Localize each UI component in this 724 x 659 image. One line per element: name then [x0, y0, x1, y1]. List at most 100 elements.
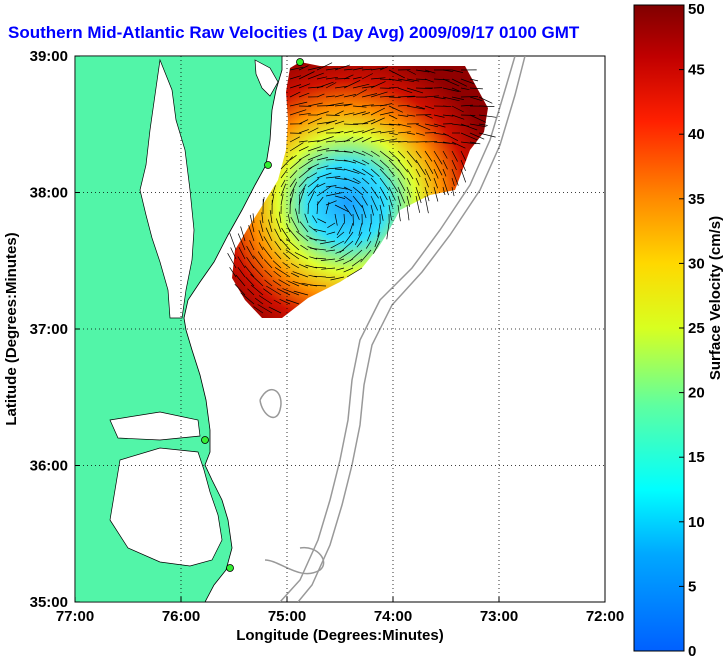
vector-arrow [460, 87, 470, 91]
vector-arrow [280, 238, 291, 251]
vector-arrow [327, 222, 336, 228]
vector-arrow [370, 117, 385, 125]
vector-arrow [334, 120, 345, 125]
vector-arrow [287, 227, 300, 242]
vector-arrow [388, 150, 401, 162]
vector-arrow [377, 222, 381, 237]
vector-arrow [257, 251, 264, 260]
vector-arrow [307, 72, 324, 80]
vector-arrow [298, 146, 309, 152]
vector-arrow [360, 249, 372, 263]
vector-arrow [397, 114, 409, 117]
x-tick-label: 76:00 [162, 608, 200, 625]
vector-arrow [282, 262, 291, 269]
vector-arrow [406, 78, 420, 82]
vector-arrow [370, 186, 379, 199]
vector-arrow [316, 105, 335, 107]
vector-arrow [370, 168, 380, 177]
vector-arrow [334, 64, 351, 71]
vector-arrow [343, 258, 354, 265]
vector-arrow [298, 196, 300, 215]
vector-arrow [352, 195, 363, 208]
vector-arrow [361, 150, 374, 157]
vector-arrow [325, 176, 341, 179]
vector-arrow [424, 141, 438, 143]
vector-arrow [253, 255, 264, 269]
vector-arrow [265, 227, 273, 242]
vector-arrow [316, 62, 333, 71]
colorbar-tick-label: 35 [688, 191, 705, 208]
colorbar-tick-label: 50 [688, 1, 705, 18]
vector-arrow [388, 114, 398, 120]
vector-arrow [336, 231, 345, 239]
vector-arrow [433, 141, 451, 144]
vector-arrow [370, 150, 380, 157]
vector-arrow [263, 259, 273, 269]
vector-arrow [433, 177, 439, 189]
vector-arrow [334, 78, 350, 80]
vector-arrow [370, 138, 385, 143]
vector-arrow [406, 87, 424, 94]
vector-arrow [388, 86, 399, 89]
station-marker [226, 564, 234, 572]
albemarle-sound [109, 411, 201, 441]
vector-arrow [320, 258, 336, 261]
vector-arrow [289, 136, 300, 143]
vector-arrow [366, 231, 372, 242]
vector-arrow [406, 159, 413, 168]
pamlico-sound [109, 447, 223, 567]
vector-arrow [415, 105, 426, 110]
vector-arrow [325, 67, 339, 71]
vector-arrow [451, 96, 464, 100]
vector-arrow [285, 238, 300, 251]
vector-arrow [388, 96, 401, 99]
vector-arrow [415, 69, 430, 73]
vector-arrow [433, 114, 445, 118]
vector-arrow [368, 222, 372, 232]
vector-arrow [335, 258, 345, 263]
vector-arrow [343, 168, 360, 174]
vector-arrow [424, 123, 439, 128]
vector-arrow [229, 267, 237, 278]
vector-arrow [370, 107, 385, 116]
vector-arrow [289, 170, 298, 179]
vector-arrow [299, 221, 309, 233]
vector-arrow [251, 284, 264, 296]
vector-arrow [306, 235, 318, 242]
vector-arrow [451, 87, 461, 93]
vector-arrow [406, 186, 412, 198]
vector-arrow [246, 246, 255, 260]
vector-arrow [282, 252, 291, 260]
vector-arrow [305, 264, 318, 269]
vector-arrow [388, 186, 396, 201]
vector-arrow [388, 132, 398, 136]
vector-arrow [343, 159, 357, 164]
vector-arrow [352, 150, 366, 156]
vector-arrow [254, 297, 264, 305]
vector-arrow [451, 141, 466, 149]
vector-arrow [343, 112, 355, 116]
vector-arrow [268, 306, 282, 314]
vector-arrow [460, 114, 476, 116]
vector-arrow [325, 140, 336, 143]
vector-arrow [406, 204, 410, 221]
vector-arrow [298, 112, 311, 116]
vector-arrow [316, 111, 329, 116]
vector-arrow [244, 265, 255, 278]
vector-arrow [442, 114, 454, 117]
vector-arrow [316, 148, 330, 152]
vector-arrow [307, 146, 322, 152]
vector-arrow [361, 159, 370, 165]
vector-arrow [278, 279, 291, 287]
vector-arrow [315, 266, 327, 269]
vector-arrow [316, 93, 325, 98]
vector-arrow [415, 150, 422, 159]
vector-arrow [251, 264, 264, 278]
vector-arrow [469, 132, 485, 140]
vector-arrow [307, 102, 323, 107]
vector-arrow [330, 240, 345, 249]
vector-arrow [460, 159, 466, 172]
vector-arrow [289, 91, 301, 98]
vector-arrow [281, 227, 291, 242]
vector-arrow [310, 284, 327, 287]
